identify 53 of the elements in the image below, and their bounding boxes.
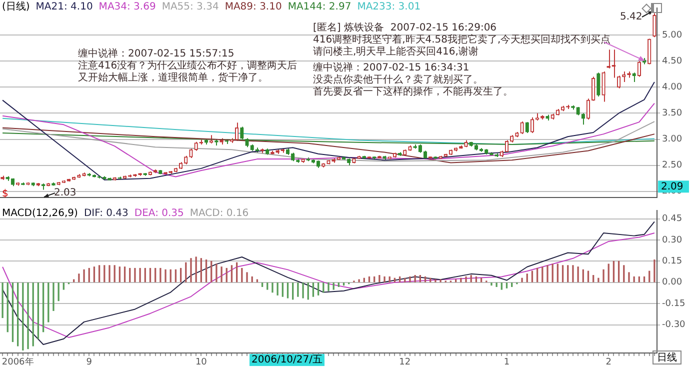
x-tick-label: 2 xyxy=(606,358,612,367)
annotation: 416调整时我坚守着,昨天4.58我把它卖了,今天想买回却找不到买点请问楼主,明天早上能否买回416,谢谢 xyxy=(313,34,611,58)
text: 日线 xyxy=(657,352,677,364)
annotation: 5.42 xyxy=(620,12,642,23)
x-tick-label: 2006年 xyxy=(2,356,34,367)
candlestick xyxy=(616,75,621,89)
annotation: 缠中说禅：2007-02-15 15:57:15 xyxy=(78,48,234,60)
text: DIF: 0.43 xyxy=(84,208,128,219)
candlestick xyxy=(525,122,529,134)
x-tick-label: 10 xyxy=(195,358,208,367)
text: MA233: 3.01 xyxy=(357,2,421,13)
y-tick-label: 4.50 xyxy=(662,56,682,66)
annotation: 缠中说禅：2007-02-15 16:34:31 xyxy=(313,62,470,74)
y-tick-label: 0.30 xyxy=(662,235,682,246)
annotation: $ xyxy=(2,188,8,200)
annotation: [匿名] 炼铁设备 2007-02-15 16:29:06 xyxy=(313,22,497,34)
y-tick-label: 5.00 xyxy=(662,30,682,40)
y-tick-label: 4.00 xyxy=(662,82,682,93)
candlestick xyxy=(581,112,585,126)
text: MA21: 4.10 xyxy=(36,2,93,13)
annotation: MACD: 0.16 xyxy=(190,208,249,219)
annotation: 2.09 xyxy=(661,181,684,192)
chart-title: MACD(12,26,9) xyxy=(2,208,78,219)
annotation: 2.03 xyxy=(54,188,76,199)
annotation: 注意416没有？为什么业绩公布不好，调整两天后又开始大幅上涨，道理很简单，货干净了。 xyxy=(78,60,298,84)
y-tick-label: 0.45 xyxy=(662,214,682,224)
text: MA55: 3.34 xyxy=(162,2,219,13)
candlestick xyxy=(652,12,656,38)
candlestick xyxy=(520,121,524,135)
y-tick-label: 3.50 xyxy=(662,108,682,119)
text: 2006/10/27/五 xyxy=(251,354,323,366)
annotation: 没卖点你卖他干什么？卖了就别买了。首先要反省一下这样的操作，不能再发生了。 xyxy=(313,74,513,98)
x-tick-label: 1 xyxy=(504,358,510,367)
candlestick xyxy=(602,71,606,102)
text: DEA: 0.35 xyxy=(134,208,184,219)
candlestick xyxy=(648,38,652,65)
y-tick-label: 2.50 xyxy=(662,160,682,171)
x-tick-label: 9 xyxy=(86,358,92,367)
y-tick-label: 0.15 xyxy=(662,256,682,267)
chart-title: (日线) xyxy=(2,0,30,13)
candlestick xyxy=(586,98,590,120)
text: MA144: 2.97 xyxy=(288,2,352,13)
y-tick-label: -0.15 xyxy=(662,298,686,309)
text: MA89: 3.10 xyxy=(224,2,282,13)
candlestick xyxy=(596,72,600,98)
text: MA34: 3.69 xyxy=(98,2,156,13)
candlestick xyxy=(592,76,596,102)
x-tick-label: 12 xyxy=(399,358,411,367)
candlestick xyxy=(189,148,193,159)
candlestick xyxy=(530,116,534,134)
y-tick-label: 3.00 xyxy=(662,134,682,145)
y-tick-label: -0.30 xyxy=(662,320,686,330)
y-tick-label: 0.00 xyxy=(662,278,682,288)
